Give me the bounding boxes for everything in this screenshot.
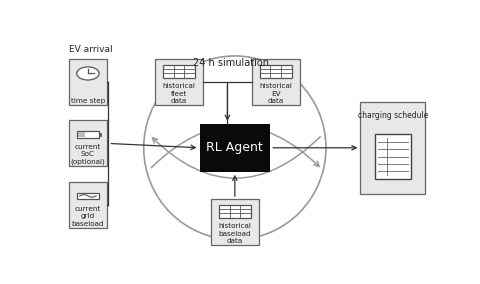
- Bar: [69, 59, 107, 105]
- Text: time step: time step: [71, 98, 105, 104]
- Bar: [69, 182, 107, 227]
- Bar: [78, 132, 84, 137]
- Bar: [219, 205, 251, 218]
- Bar: [77, 193, 99, 199]
- Text: current
grid
baseload: current grid baseload: [72, 206, 104, 227]
- Text: EV arrival: EV arrival: [69, 45, 113, 54]
- Bar: [69, 120, 107, 166]
- Bar: [99, 133, 101, 136]
- Text: RL Agent: RL Agent: [206, 141, 263, 154]
- Bar: [260, 65, 291, 78]
- Circle shape: [77, 67, 99, 80]
- Bar: [375, 135, 411, 179]
- Text: historical
baseload
data: historical baseload data: [218, 223, 251, 244]
- Text: 24 h simulation: 24 h simulation: [193, 58, 269, 68]
- Bar: [360, 102, 425, 194]
- Text: historical
EV
data: historical EV data: [259, 83, 292, 104]
- Bar: [252, 59, 300, 105]
- Text: charging schedule: charging schedule: [358, 110, 428, 120]
- Text: current
SoC
(optional): current SoC (optional): [71, 144, 105, 165]
- Text: historical
fleet
data: historical fleet data: [163, 83, 195, 104]
- Bar: [200, 124, 270, 172]
- Bar: [77, 131, 99, 138]
- Bar: [155, 59, 203, 105]
- Bar: [163, 65, 195, 78]
- Bar: [211, 199, 259, 245]
